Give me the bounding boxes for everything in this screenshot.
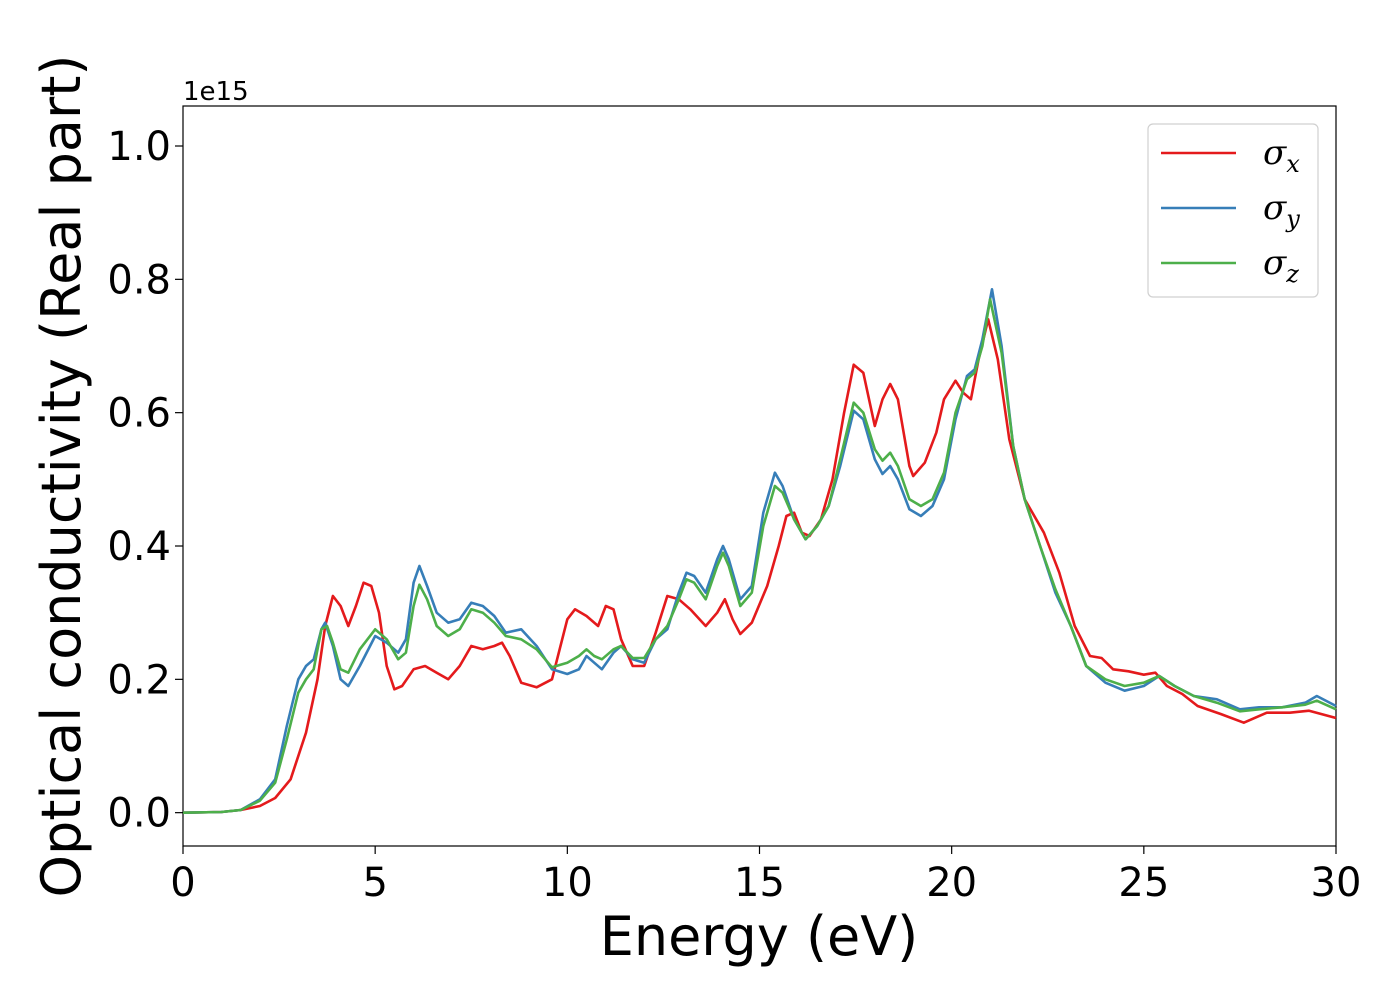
y-axis-ticks: 0.0 0.2 0.4 0.6 0.8 1.0 — [107, 124, 183, 837]
x-axis-ticks: 0 5 10 15 20 25 30 — [170, 846, 1361, 906]
x-tick-label: 0 — [170, 860, 195, 906]
x-axis-title: Energy (eV) — [600, 905, 919, 968]
x-tick-label: 10 — [542, 860, 593, 906]
x-tick-label: 30 — [1311, 860, 1362, 906]
y-axis-title: Optical conductivity (Real part) — [30, 55, 93, 898]
optical-conductivity-chart: 0 5 10 15 20 25 30 0.0 0.2 0.4 0.6 0.8 1.0 1e15 Ene… — [0, 0, 1400, 1000]
x-tick-label: 20 — [926, 860, 977, 906]
y-tick-label: 0.4 — [107, 524, 171, 570]
y-tick-label: 0.8 — [107, 257, 171, 303]
y-tick-label: 1.0 — [107, 124, 171, 170]
x-tick-label: 5 — [362, 860, 387, 906]
y-tick-label: 0.0 — [107, 791, 171, 837]
x-tick-label: 15 — [734, 860, 785, 906]
y-tick-label: 0.6 — [107, 391, 171, 437]
y-axis-offset-label: 1e15 — [183, 77, 249, 107]
y-tick-label: 0.2 — [107, 657, 171, 703]
x-tick-label: 25 — [1118, 860, 1169, 906]
